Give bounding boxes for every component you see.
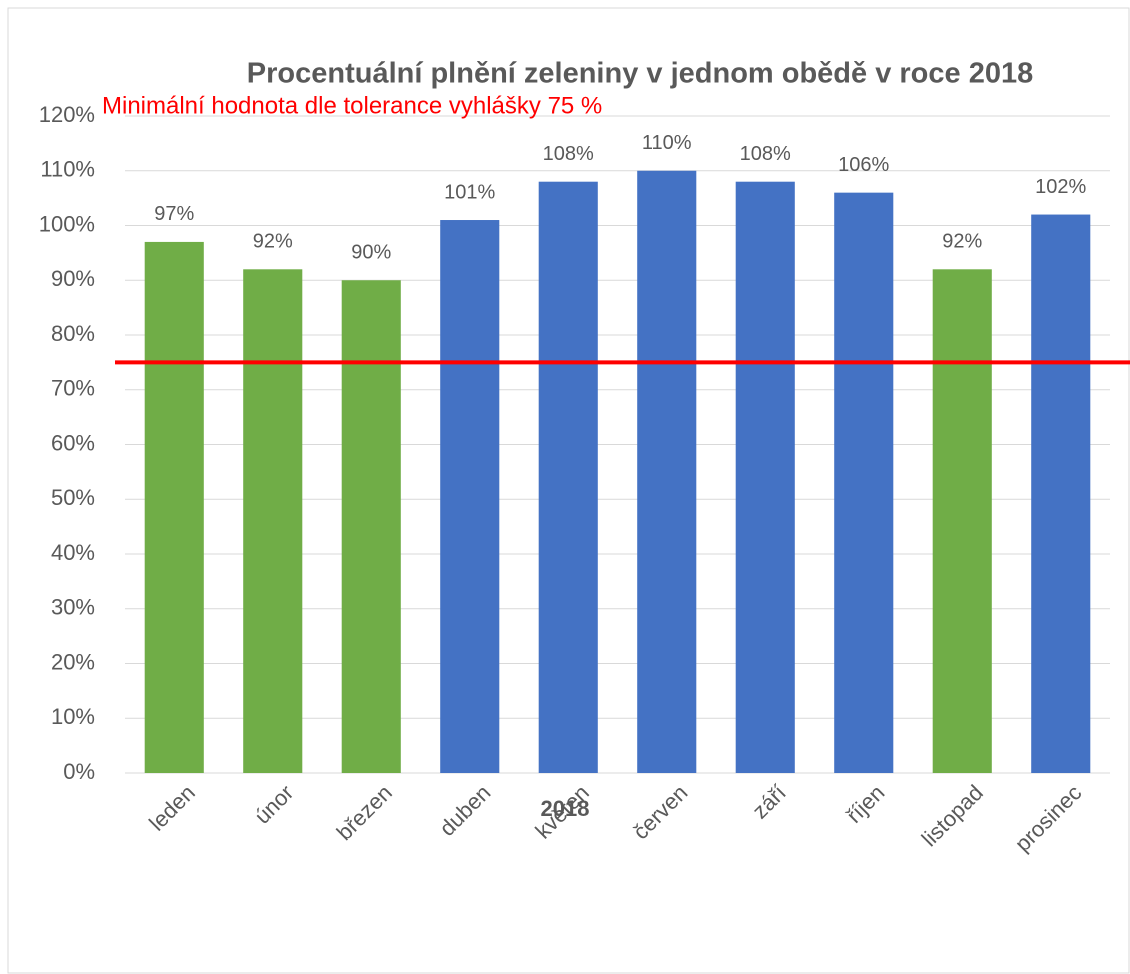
x-tick-label: září [747, 780, 791, 824]
x-tick-label: únor [250, 780, 299, 829]
y-tick-label: 100% [39, 211, 95, 236]
y-tick-label: 120% [39, 102, 95, 127]
bar [1031, 214, 1091, 774]
bar [144, 241, 204, 774]
y-tick-label: 30% [51, 595, 95, 620]
x-tick-label: listopad [917, 780, 988, 851]
chart-border [7, 7, 1130, 974]
x-tick-label: duben [434, 780, 495, 841]
data-label: 92% [253, 231, 293, 253]
x-tick-label: prosinec [1010, 780, 1086, 856]
data-label: 110% [642, 132, 692, 154]
bar [243, 269, 303, 773]
bar [440, 220, 500, 773]
x-tick-label: březen [332, 780, 397, 845]
y-tick-label: 40% [51, 540, 95, 565]
x-tick-label: leden [144, 780, 200, 836]
y-tick-label: 0% [63, 759, 95, 784]
x-tick-label: říjen [841, 780, 889, 828]
data-label: 92% [942, 231, 982, 253]
bar [341, 280, 401, 773]
y-tick-label: 20% [51, 649, 95, 674]
chart-title: Procentuální plnění zeleniny v jednom ob… [247, 58, 1033, 90]
bar [735, 181, 795, 773]
bar [932, 269, 992, 773]
data-label: 101% [444, 181, 495, 203]
data-label: 106% [838, 154, 889, 176]
y-tick-label: 70% [51, 376, 95, 401]
bar [538, 181, 598, 773]
x-tick-label: červen [628, 780, 692, 844]
x-axis-title: 2018 [541, 796, 590, 821]
y-tick-label: 50% [51, 485, 95, 510]
y-tick-label: 90% [51, 266, 95, 291]
data-label: 97% [154, 203, 194, 225]
data-label: 108% [740, 143, 791, 165]
data-label: 108% [543, 143, 594, 165]
threshold-label: Minimální hodnota dle tolerance vyhlášky… [102, 92, 602, 119]
y-tick-label: 60% [51, 430, 95, 455]
data-label: 102% [1035, 176, 1086, 198]
y-tick-label: 80% [51, 321, 95, 346]
bar [637, 170, 697, 773]
y-tick-label: 10% [51, 704, 95, 729]
bar [834, 192, 894, 773]
data-label: 90% [351, 242, 391, 264]
y-tick-label: 110% [40, 157, 95, 182]
